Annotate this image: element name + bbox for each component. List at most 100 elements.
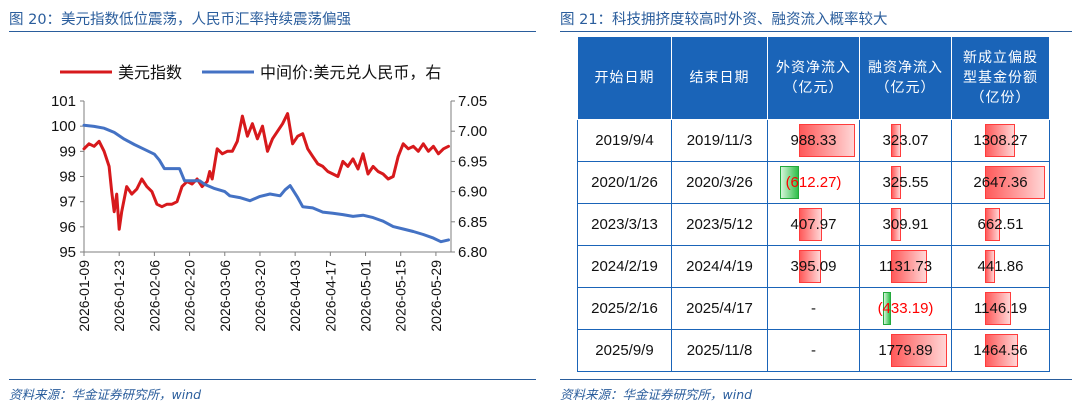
start-date-cell: 2025/2/16 — [577, 287, 672, 330]
margin-inflow-cell: 325.55 — [859, 161, 952, 204]
x-tick-label: 2026-01-23 — [111, 260, 127, 332]
start-date-cell: 2023/3/13 — [577, 203, 672, 246]
fund-shares-data-bar — [984, 250, 995, 283]
foreign-inflow-value: 395.09 — [790, 258, 837, 275]
end-date-cell: 2025/11/8 — [671, 329, 768, 372]
fund-shares-data-bar — [984, 124, 1015, 157]
end-date-cell: 2024/4/19 — [671, 245, 768, 288]
left-tick-label: 98 — [59, 169, 76, 186]
foreign-inflow-value: 407.97 — [790, 216, 837, 233]
left-tick-label: 95 — [59, 244, 76, 261]
fund-shares-value: 662.51 — [977, 216, 1024, 233]
foreign-inflow-cell: 988.33 — [767, 119, 860, 162]
fund-shares-cell: 662.51 — [951, 203, 1050, 246]
end-date-cell: 2023/5/12 — [671, 203, 768, 246]
x-tick-label: 2026-02-20 — [182, 260, 198, 332]
left-tick-label: 99 — [59, 143, 76, 160]
dxy-series-line — [82, 112, 450, 231]
right-tick-label: 7.05 — [458, 93, 487, 110]
header-foreign-inflow: 外资净流入（亿元） — [767, 36, 860, 120]
foreign-inflow-value: 988.33 — [790, 132, 837, 149]
foreign-inflow-data-bar — [798, 124, 856, 157]
right-tick-label: 6.90 — [458, 184, 487, 201]
margin-inflow-value: (433.19) — [877, 300, 934, 317]
end-date-cell: 2025/4/17 — [671, 287, 768, 330]
x-tick-label: 2026-02-06 — [146, 260, 162, 332]
x-tick-label: 2026-04-03 — [287, 260, 303, 332]
fund-shares-value: 1146.19 — [973, 300, 1028, 317]
margin-inflow-data-bar — [890, 166, 902, 199]
foreign-inflow-data-bar — [798, 250, 822, 283]
x-tick-label: 2026-03-06 — [217, 260, 233, 332]
dxy-legend-label: 美元指数 — [118, 63, 182, 82]
left-panel-source: 资料来源：华金证券研究所，wind — [9, 387, 202, 402]
margin-inflow-cell: 323.07 — [859, 119, 952, 162]
start-date-cell: 2020/1/26 — [577, 161, 672, 204]
end-date-cell: 2020/3/26 — [671, 161, 768, 204]
header-start-date: 开始日期 — [577, 36, 672, 120]
foreign-inflow-cell: - — [767, 287, 860, 330]
foreign-inflow-data-bar — [779, 166, 799, 199]
right-source-rule — [560, 379, 1072, 380]
fund-shares-cell: 441.86 — [951, 245, 1050, 288]
start-date-cell: 2024/2/19 — [577, 245, 672, 288]
fund-shares-data-bar — [984, 292, 1011, 325]
foreign-inflow-data-bar — [798, 208, 823, 241]
right-tick-label: 6.80 — [458, 244, 487, 261]
left-panel-title: 图 20：美元指数低位震荡，人民币汇率持续震荡偏强 — [9, 12, 352, 28]
right-title-rule — [560, 31, 1072, 32]
margin-inflow-data-bar — [883, 292, 891, 325]
table-row: 2025/2/16 2025/4/17 - (433.19) 1146.19 — [577, 287, 1050, 330]
right-tick-label: 6.85 — [458, 214, 487, 231]
fund-shares-data-bar — [984, 166, 1046, 199]
cny-legend-label: 中间价:美元兑人民币，右 — [260, 63, 441, 82]
right-tick-label: 7.00 — [458, 123, 487, 140]
margin-inflow-data-bar — [890, 250, 927, 283]
fund-shares-value: 1464.56 — [973, 342, 1028, 359]
margin-inflow-cell: 1131.73 — [859, 245, 952, 288]
start-date-cell: 2025/9/9 — [577, 329, 672, 372]
right-panel-source: 资料来源：华金证券研究所，wind — [560, 387, 753, 402]
margin-inflow-cell: 1779.89 — [859, 329, 952, 372]
left-title-rule — [9, 31, 536, 32]
foreign-inflow-cell: (612.27) — [767, 161, 860, 204]
left-tick-label: 101 — [51, 93, 76, 110]
left-source-rule — [9, 379, 536, 380]
left-tick-label: 97 — [59, 194, 76, 211]
fund-shares-value: 2647.36 — [973, 174, 1028, 191]
x-tick-label: 2026-05-29 — [428, 260, 444, 332]
header-end-date: 结束日期 — [671, 36, 768, 120]
margin-inflow-value: 323.07 — [882, 132, 929, 149]
x-tick-label: 2026-04-17 — [322, 260, 338, 332]
left-tick-label: 100 — [51, 118, 76, 135]
fund-shares-cell: 2647.36 — [951, 161, 1050, 204]
fund-shares-data-bar — [984, 208, 1001, 241]
foreign-inflow-value: (612.27) — [785, 174, 842, 191]
x-tick-label: 2026-03-20 — [252, 260, 268, 332]
right-tick-label: 6.95 — [458, 153, 487, 170]
margin-inflow-value: 309.91 — [882, 216, 929, 233]
header-margin-inflow: 融资净流入（亿元） — [859, 36, 952, 120]
fund-shares-cell: 1308.27 — [951, 119, 1050, 162]
margin-inflow-data-bar — [890, 334, 948, 367]
start-date-cell: 2019/9/4 — [577, 119, 672, 162]
margin-inflow-data-bar — [890, 208, 901, 241]
foreign-inflow-cell: 395.09 — [767, 245, 860, 288]
foreign-inflow-cell: - — [767, 329, 860, 372]
fund-shares-cell: 1464.56 — [951, 329, 1050, 372]
margin-inflow-cell: 309.91 — [859, 203, 952, 246]
fund-shares-value: 1308.27 — [973, 132, 1028, 149]
end-date-cell: 2019/11/3 — [671, 119, 768, 162]
margin-inflow-value: 1131.73 — [878, 258, 933, 275]
table-row: 2020/1/26 2020/3/26 (612.27) 325.55 2647.36 — [577, 161, 1050, 204]
foreign-inflow-value: - — [811, 342, 816, 359]
table-row: 2019/9/4 2019/11/3 988.33 323.07 1308.27 — [577, 119, 1050, 162]
table-row: 2023/3/13 2023/5/12 407.97 309.91 662.51 — [577, 203, 1050, 246]
foreign-inflow-cell: 407.97 — [767, 203, 860, 246]
margin-inflow-value: 325.55 — [882, 174, 929, 191]
flow-table: 开始日期 结束日期 外资净流入（亿元） 融资净流入（亿元） 新成立偏股型基金份额… — [577, 36, 1050, 372]
header-fund-shares: 新成立偏股型基金份额（亿份） — [951, 36, 1050, 120]
left-tick-label: 96 — [59, 219, 76, 236]
margin-inflow-value: 1779.89 — [878, 342, 933, 359]
dxy-cny-line-chart: 95 96 97 98 99 100 101 6.80 6.85 6.90 6.95 7.00 7.05… — [51, 63, 487, 332]
